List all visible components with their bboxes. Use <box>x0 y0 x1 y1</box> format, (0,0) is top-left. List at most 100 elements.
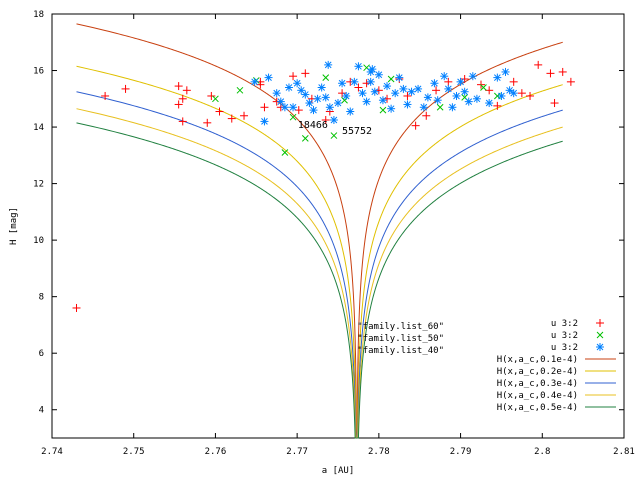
data-point <box>378 96 387 105</box>
data-point <box>354 62 363 71</box>
star-mark-b <box>322 94 330 101</box>
data-point <box>387 104 396 113</box>
data-point <box>289 113 297 121</box>
data-point <box>395 73 404 82</box>
cross-mark-b <box>322 74 330 81</box>
data-point <box>456 77 465 86</box>
star-mark-b <box>350 78 358 86</box>
data-point <box>468 72 477 81</box>
star-mark-b <box>359 89 366 97</box>
curve-left-4 <box>76 108 357 439</box>
data-point <box>534 60 543 69</box>
data-point <box>379 106 387 114</box>
curve-left-1 <box>76 23 358 439</box>
star-mark-b <box>326 103 334 111</box>
data-point <box>329 116 338 124</box>
star-mark-b <box>297 86 305 94</box>
x-tick-label: 2.78 <box>368 447 390 457</box>
cross-mark-b <box>363 64 370 72</box>
data-point <box>509 77 518 86</box>
star-mark-b <box>434 96 442 104</box>
x-tick-label: 2.74 <box>41 447 63 457</box>
data-point <box>280 103 289 112</box>
data-point <box>212 95 219 103</box>
data-point <box>370 87 379 96</box>
x-tick-label: 2.77 <box>286 447 308 457</box>
data-point <box>350 77 359 86</box>
cross-mark-b <box>289 113 297 121</box>
cross-mark-b <box>387 75 395 83</box>
annotation-18466: 18466 <box>298 120 328 131</box>
y-tick-label: 16 <box>33 67 44 77</box>
data-point <box>250 77 259 86</box>
y-tick-label: 12 <box>33 180 44 190</box>
data-point <box>566 77 575 86</box>
data-point <box>558 67 567 76</box>
star-mark-b <box>387 105 395 113</box>
legend-label-curve-3: H(x,a_c,0.3e-4) <box>497 379 578 389</box>
star-mark-b <box>408 88 415 96</box>
data-point <box>460 87 469 96</box>
legend-label-curve-5: H(x,a_c,0.5e-4) <box>497 403 578 413</box>
data-point <box>182 86 191 95</box>
star-mark-b <box>453 92 460 100</box>
x-tick-label: 2.8 <box>534 447 550 457</box>
star-mark-b <box>371 88 379 96</box>
data-point <box>391 89 400 98</box>
star-mark-b <box>465 98 473 105</box>
series-2 <box>212 64 501 156</box>
data-point <box>72 303 81 312</box>
star-mark-b <box>277 98 285 105</box>
star-mark-b <box>506 86 513 94</box>
star-mark-b <box>596 343 604 351</box>
star-mark-b <box>431 79 438 87</box>
legend-label-curve-2: H(x,a_c,0.2e-4) <box>497 367 578 377</box>
cross-mark-b <box>436 103 444 111</box>
data-point <box>460 75 469 84</box>
data-point <box>334 99 342 108</box>
x-tick-label: 2.79 <box>450 447 472 457</box>
data-point <box>260 117 269 126</box>
legend-symbol-series-2 <box>596 331 604 339</box>
star-mark-b <box>346 108 354 115</box>
data-point <box>305 99 314 108</box>
data-point <box>414 84 423 93</box>
data-point <box>509 89 518 98</box>
star-mark-b <box>330 116 338 124</box>
x-tick-label: 2.81 <box>613 447 635 457</box>
star-mark-b <box>414 85 422 93</box>
data-point <box>423 93 432 102</box>
y-tick-label: 4 <box>39 406 44 416</box>
data-point <box>276 97 285 106</box>
data-point <box>452 91 461 100</box>
data-point <box>430 79 439 88</box>
cross-mark-b <box>301 135 309 142</box>
data-point <box>203 118 212 127</box>
data-point <box>480 84 487 91</box>
x-tick-label: 2.76 <box>205 447 227 457</box>
x-tick-label: 2.75 <box>123 447 145 457</box>
star-mark-b <box>289 103 297 111</box>
data-point <box>301 135 309 142</box>
data-point <box>178 94 187 103</box>
data-point <box>338 89 347 98</box>
star-mark-b <box>368 65 376 73</box>
data-point <box>526 91 535 100</box>
data-point <box>493 101 502 110</box>
plot-frame <box>51 13 625 439</box>
data-point <box>432 86 441 95</box>
curve-right-4 <box>357 126 563 439</box>
star-mark-b <box>440 72 448 80</box>
data-point <box>338 79 347 88</box>
data-point <box>444 84 453 93</box>
star-mark-b <box>338 79 346 87</box>
data-point <box>174 100 183 109</box>
data-point <box>505 86 514 95</box>
curve-right-5 <box>357 140 563 439</box>
data-point <box>448 103 457 112</box>
cross-mark-b <box>212 95 219 103</box>
legend-label-curve-4: H(x,a_c,0.4e-4) <box>497 391 578 401</box>
data-point <box>301 90 310 99</box>
legend-label-series-3: u 3:2 <box>551 343 578 353</box>
